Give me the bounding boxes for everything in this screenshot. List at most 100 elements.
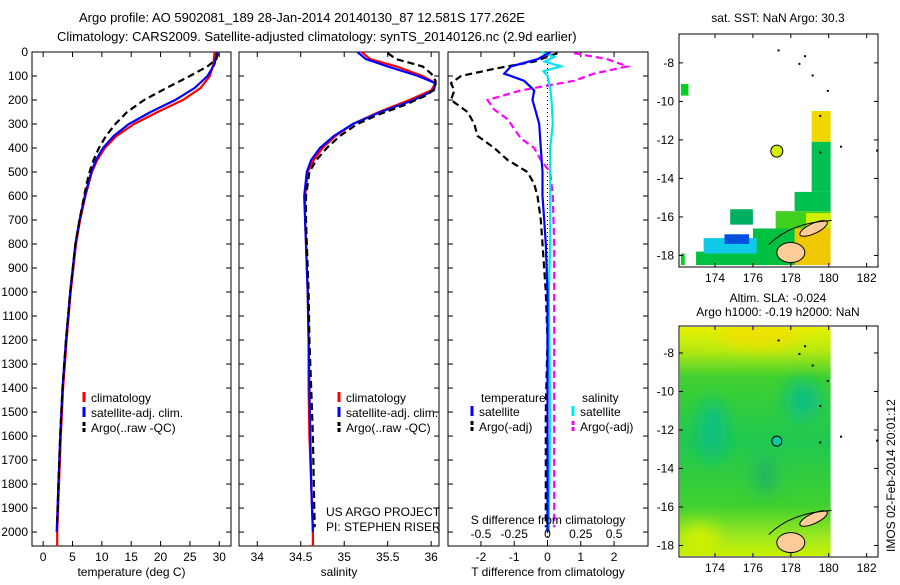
s-diff-axis-label: S difference from climatology bbox=[471, 513, 626, 527]
map-y-tick-label: -12 bbox=[657, 423, 675, 437]
small-island bbox=[819, 114, 822, 117]
x-tick-label: 36 bbox=[424, 550, 438, 564]
map-x-tick-label: 182 bbox=[857, 271, 877, 285]
x-axis-label: salinity bbox=[321, 565, 358, 579]
y-tick-label: 1800 bbox=[1, 477, 28, 491]
small-island bbox=[840, 145, 843, 148]
small-island bbox=[811, 364, 814, 367]
sst-cell bbox=[794, 191, 831, 212]
legend-label: Argo(..raw -QC) bbox=[346, 421, 431, 435]
x-tick-label: 5 bbox=[69, 550, 76, 564]
series-line-argo-raw-qc- bbox=[304, 52, 437, 528]
y-tick-label: 1300 bbox=[1, 357, 28, 371]
map-x-tick-label: 180 bbox=[819, 561, 839, 575]
y-tick-label: 1200 bbox=[1, 333, 28, 347]
sst-map-title: sat. SST: NaN Argo: 30.3 bbox=[711, 11, 845, 25]
island-viti-levu bbox=[776, 532, 806, 554]
legend-label: satellite-adj. clim. bbox=[91, 406, 183, 420]
island-vanua-levu bbox=[799, 510, 828, 527]
credit-line-1: US ARGO PROJECT bbox=[326, 505, 441, 519]
map-x-tick-label: 176 bbox=[743, 561, 763, 575]
y-tick-label: 800 bbox=[8, 237, 28, 251]
y-tick-label: 100 bbox=[8, 69, 28, 83]
argo-position-marker bbox=[771, 435, 783, 447]
legend-header-temperature: temperature bbox=[481, 391, 546, 405]
title-line-1: Argo profile: AO 5902081_189 28-Jan-2014… bbox=[79, 10, 525, 25]
s-diff-tick-label: -0.5 bbox=[471, 527, 492, 541]
sla-map-subtitle: Argo h1000: -0.19 h2000: NaN bbox=[696, 305, 859, 319]
s-diff-tick-label: 0.5 bbox=[606, 527, 623, 541]
small-island bbox=[840, 435, 843, 438]
small-island bbox=[804, 345, 807, 348]
x-tick-label: 25 bbox=[183, 550, 197, 564]
reef-outline bbox=[768, 219, 832, 245]
y-tick-label: 200 bbox=[8, 93, 28, 107]
title-line-2: Climatology: CARS2009. Satellite-adjuste… bbox=[57, 29, 577, 44]
sst-cell bbox=[730, 209, 753, 225]
legend-label: satellite-adj. clim. bbox=[346, 406, 438, 420]
y-tick-label: 1500 bbox=[1, 405, 28, 419]
y-tick-label: 0 bbox=[21, 45, 28, 59]
y-tick-label: 700 bbox=[8, 213, 28, 227]
map-x-tick-label: 178 bbox=[781, 271, 801, 285]
series-line-t-argo-adj- bbox=[449, 52, 558, 528]
y-tick-label: 900 bbox=[8, 261, 28, 275]
island-vanua-levu bbox=[799, 220, 828, 237]
y-tick-label: 2000 bbox=[1, 525, 28, 539]
panel-temperature bbox=[31, 51, 232, 547]
x-tick-label: 35 bbox=[338, 550, 352, 564]
x-axis-label: temperature (deg C) bbox=[77, 565, 185, 579]
x-tick-label: -2 bbox=[476, 550, 487, 564]
reef-outline bbox=[768, 510, 832, 535]
small-island bbox=[819, 151, 822, 154]
x-tick-label: 1 bbox=[577, 550, 584, 564]
sla-high-anomaly bbox=[720, 327, 800, 347]
legend-label: satellite bbox=[479, 405, 520, 419]
x-tick-label: 0 bbox=[40, 550, 47, 564]
sst-cell bbox=[696, 251, 757, 266]
small-island bbox=[819, 441, 822, 444]
series-line-t-satellite bbox=[502, 51, 552, 533]
x-tick-label: 2 bbox=[611, 550, 618, 564]
x-tick-label: 34 bbox=[251, 550, 265, 564]
map-y-tick-label: -14 bbox=[657, 171, 675, 185]
map-y-tick-label: -8 bbox=[663, 346, 674, 360]
s-diff-tick-label: -0.25 bbox=[501, 527, 529, 541]
series-line-satellite-adj-clim- bbox=[303, 51, 437, 533]
sst-cell bbox=[811, 141, 831, 192]
sla-map-title: Altim. SLA: -0.024 bbox=[730, 291, 827, 305]
sst-cell bbox=[680, 253, 685, 266]
argo-position-marker bbox=[770, 144, 784, 158]
sla-high-anomaly bbox=[680, 525, 720, 555]
x-tick-label: 35.5 bbox=[376, 550, 400, 564]
sla-low-anomaly bbox=[785, 380, 821, 420]
map-y-tick-label: -16 bbox=[657, 500, 675, 514]
map-x-tick-label: 174 bbox=[705, 271, 725, 285]
series-line-s-satellite bbox=[540, 50, 565, 533]
map-y-tick-label: -14 bbox=[657, 461, 675, 475]
series-line-s-argo-adj- bbox=[485, 52, 632, 528]
x-tick-label: 10 bbox=[95, 550, 109, 564]
small-island bbox=[777, 49, 780, 52]
island-viti-levu bbox=[776, 242, 806, 264]
map-y-tick-label: -16 bbox=[657, 210, 675, 224]
legend-label: satellite bbox=[580, 405, 621, 419]
sla-anomalies bbox=[680, 327, 821, 555]
y-tick-label: 1900 bbox=[1, 501, 28, 515]
y-tick-label: 1700 bbox=[1, 453, 28, 467]
sla-low-anomaly bbox=[698, 400, 726, 460]
map-y-tick-label: -18 bbox=[657, 248, 675, 262]
legend-header-salinity: salinity bbox=[582, 391, 619, 405]
timestamp: IMOS 02-Feb-2014 20:01:12 bbox=[884, 399, 898, 552]
y-tick-label: 1100 bbox=[2, 309, 28, 323]
legend-label: Argo(-adj) bbox=[479, 420, 532, 434]
map-y-tick-label: -12 bbox=[657, 133, 675, 147]
sst-cell bbox=[724, 234, 750, 244]
y-tick-label: 300 bbox=[8, 117, 28, 131]
y-tick-label: 600 bbox=[8, 189, 28, 203]
map-x-tick-label: 180 bbox=[819, 271, 839, 285]
y-tick-label: 400 bbox=[8, 141, 28, 155]
map-x-tick-label: 182 bbox=[857, 561, 877, 575]
y-tick-label: 500 bbox=[8, 165, 28, 179]
